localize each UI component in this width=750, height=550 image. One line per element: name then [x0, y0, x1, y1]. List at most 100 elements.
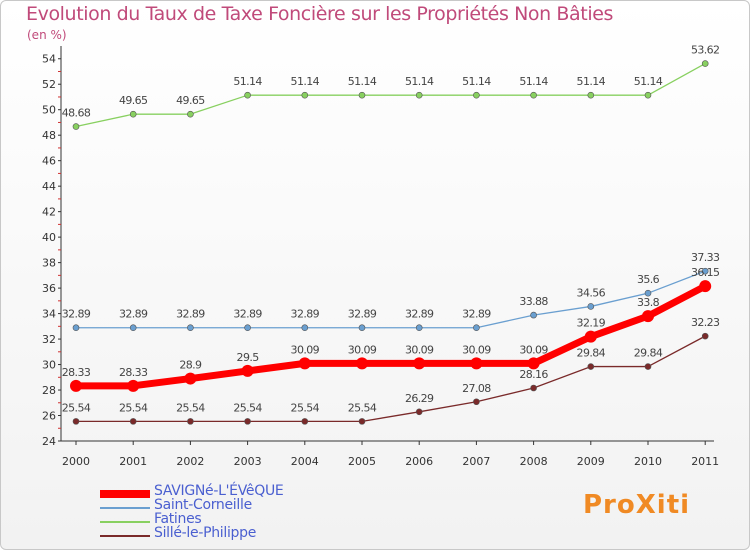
data-point	[530, 384, 537, 392]
data-point	[527, 357, 540, 370]
legend-item: Saint-Corneille	[100, 497, 330, 516]
y-tick-label: 48	[42, 129, 56, 142]
data-label: 51.14	[348, 75, 377, 88]
data-point	[70, 379, 82, 392]
proxiti-logo: ProXiti	[583, 490, 690, 520]
legend-item: Fatines	[100, 511, 330, 530]
data-point	[187, 418, 194, 425]
data-label: 29.84	[634, 347, 663, 360]
data-label: 48.68	[62, 107, 91, 120]
y-tick-label: 40	[42, 231, 56, 244]
legend-label: Saint-Corneille	[154, 497, 252, 513]
series-line-0	[76, 283, 707, 390]
data-point	[358, 324, 366, 332]
data-label: 28.16	[519, 368, 548, 381]
data-point	[701, 60, 709, 67]
data-point	[530, 91, 537, 99]
y-tick-label: 26	[42, 410, 56, 423]
y-tick-label: 36	[42, 282, 56, 295]
data-label: 32.89	[348, 308, 377, 321]
data-point	[644, 363, 652, 370]
x-tick-label: 2007	[462, 455, 490, 468]
data-label: 32.89	[62, 308, 91, 321]
x-tick-label: 2001	[119, 455, 147, 468]
data-label: 25.54	[176, 401, 205, 414]
legend-swatch	[100, 490, 150, 498]
data-label: 33.8	[637, 296, 660, 309]
legend-item: SAVIGNé-L'ÉVêQUE	[100, 483, 330, 502]
data-point	[473, 91, 480, 99]
x-tick-label: 2011	[691, 455, 719, 468]
data-point	[470, 357, 483, 370]
data-point	[129, 324, 137, 332]
data-label: 32.23	[691, 316, 720, 329]
data-point	[72, 418, 80, 425]
data-label: 32.89	[176, 308, 205, 321]
data-point	[184, 372, 197, 385]
data-label: 53.62	[691, 44, 720, 57]
data-point	[72, 324, 80, 332]
y-tick-label: 34	[42, 308, 56, 321]
data-label: 35.6	[637, 273, 660, 286]
data-point	[644, 289, 652, 297]
data-label: 25.54	[119, 401, 148, 414]
data-label: 27.08	[462, 382, 491, 395]
data-label: 49.65	[119, 94, 148, 107]
data-label: 25.54	[233, 401, 262, 414]
data-label: 29.84	[577, 347, 606, 360]
data-label: 28.9	[179, 359, 202, 372]
data-point	[187, 110, 194, 118]
data-label: 30.09	[405, 343, 434, 356]
y-tick-label: 32	[42, 333, 56, 346]
data-point	[415, 324, 423, 332]
data-point	[415, 408, 423, 416]
data-label: 29.5	[237, 351, 260, 364]
data-label: 51.14	[634, 75, 663, 88]
y-axis-unit: (en %)	[27, 28, 67, 42]
y-tick-label: 38	[42, 257, 56, 270]
data-point	[358, 91, 366, 99]
x-tick-label: 2008	[520, 455, 548, 468]
data-point	[642, 310, 654, 323]
data-label: 51.14	[519, 75, 548, 88]
data-label: 26.29	[405, 392, 434, 405]
legend-swatch	[100, 507, 150, 509]
x-tick-label: 2002	[176, 455, 204, 468]
data-point	[129, 418, 137, 425]
legend-swatch	[100, 521, 150, 523]
data-point	[244, 324, 251, 332]
x-tick-label: 2004	[291, 455, 319, 468]
y-tick-label: 44	[42, 180, 56, 193]
data-label: 32.89	[119, 308, 148, 321]
data-point	[241, 364, 254, 377]
legend-item: Sillé-le-Philippe	[100, 525, 330, 544]
data-point	[298, 357, 311, 370]
data-point	[413, 357, 426, 370]
data-point	[587, 91, 595, 99]
data-label: 51.14	[462, 75, 491, 88]
chart-title: Evolution du Taux de Taxe Foncière sur l…	[26, 3, 614, 25]
data-label: 49.65	[176, 94, 205, 107]
data-label: 32.89	[291, 308, 320, 321]
data-label: 25.54	[348, 401, 377, 414]
data-label: 32.89	[405, 308, 434, 321]
y-tick-label: 46	[42, 155, 56, 168]
x-tick-label: 2000	[62, 455, 90, 468]
data-label: 51.14	[291, 75, 320, 88]
data-point	[473, 398, 480, 406]
data-point	[587, 303, 595, 310]
data-point	[358, 418, 366, 425]
x-tick-label: 2005	[348, 455, 376, 468]
data-label: 28.33	[119, 366, 148, 379]
data-label: 51.14	[577, 75, 606, 88]
data-point	[530, 311, 537, 319]
data-point	[584, 330, 597, 343]
legend-label: Fatines	[154, 511, 202, 527]
series-line-3	[76, 335, 706, 423]
legend-label: SAVIGNé-L'ÉVêQUE	[154, 483, 284, 499]
data-label: 30.09	[519, 343, 548, 356]
y-tick-label: 24	[42, 435, 56, 448]
data-label: 28.33	[62, 366, 91, 379]
data-point	[301, 324, 309, 332]
logo-text: ProXiti	[583, 490, 691, 520]
